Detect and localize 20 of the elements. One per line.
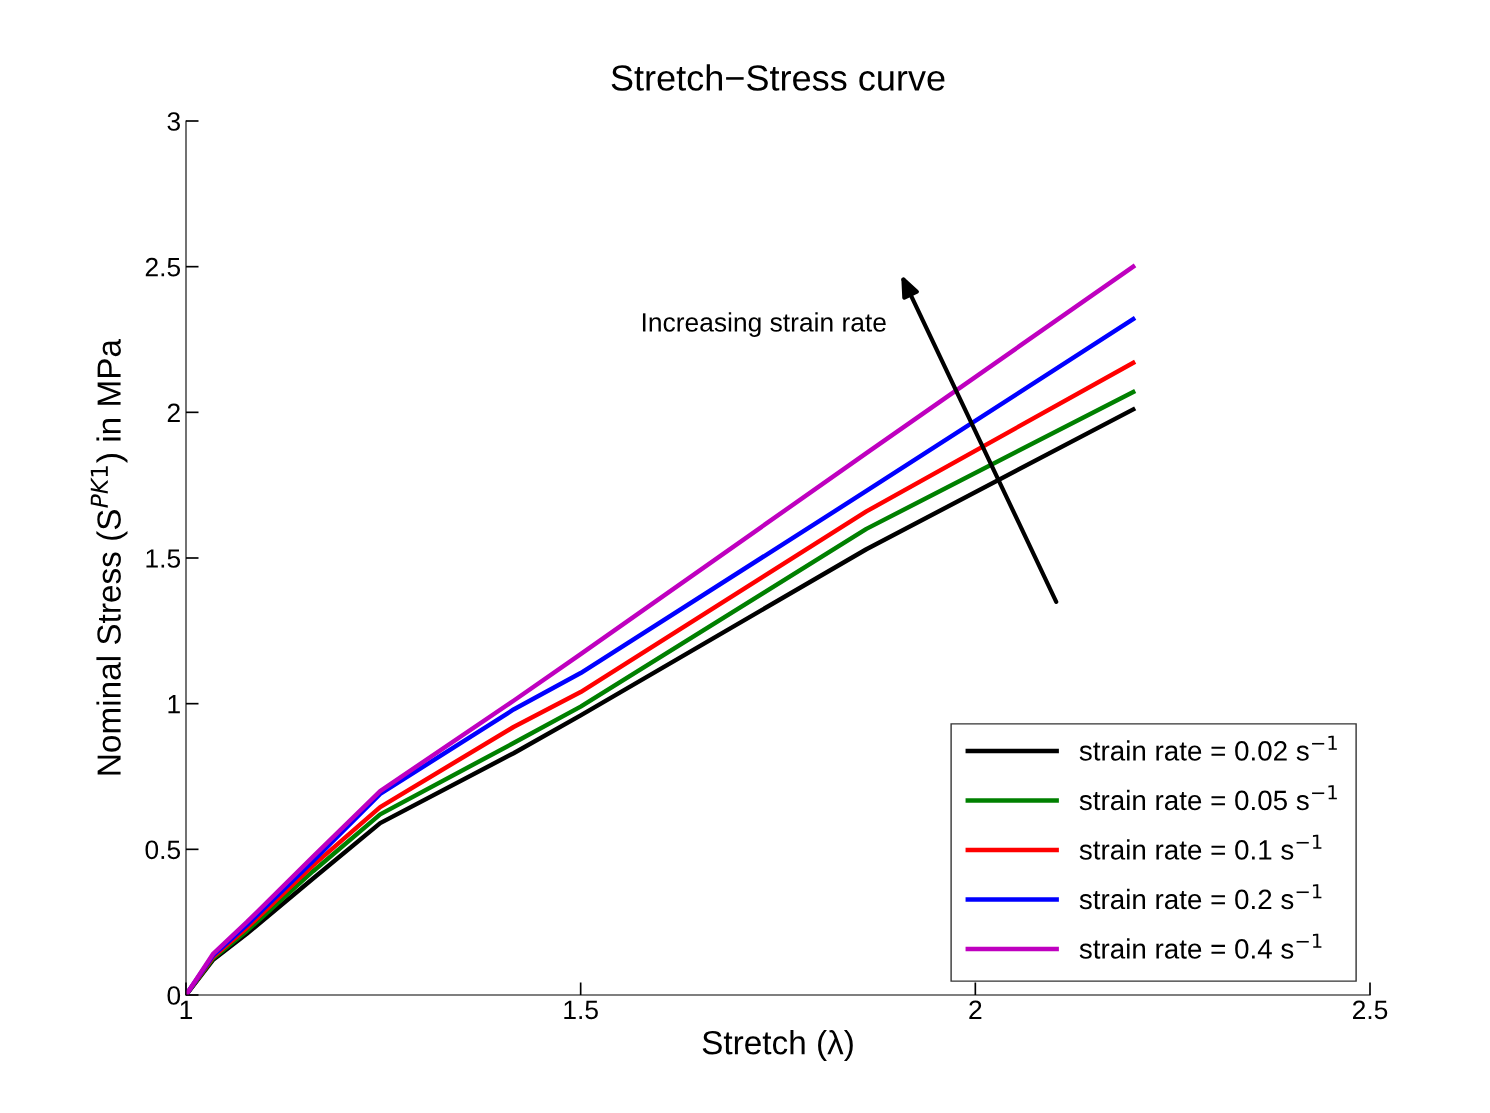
y-tick-label: 2 [167, 403, 180, 422]
y-tick-label: 1.5 [146, 549, 181, 568]
x-axis-title: Stretch (λ) [702, 1030, 853, 1062]
x-tick-label: 2 [969, 1000, 982, 1019]
y-tick-label: 3 [167, 112, 180, 131]
legend-label: strain rate = 0.2 s$^{−1}$ [1079, 884, 1322, 910]
annotation: Increasing strain rate [642, 312, 886, 337]
x-tick-label: 2.5 [1352, 1000, 1388, 1020]
legend-label: strain rate = 0.1 s$^{−1}$ [1079, 834, 1322, 860]
chart-title: Stretch−Stress curve [611, 64, 945, 91]
y-tick-label: 1 [168, 695, 180, 714]
legend-label: strain rate = 0.05 s$^{−1}$ [1079, 785, 1337, 811]
legend-label: strain rate = 0.02 s$^{−1}$ [1079, 735, 1337, 761]
x-tick-label: 1 [180, 1000, 193, 1019]
y-tick-label: 2.5 [145, 257, 181, 277]
y-tick-label: 0 [167, 986, 181, 1005]
y-tick-label: 0.5 [145, 840, 181, 860]
legend-label: strain rate = 0.4 s$^{−1}$ [1079, 933, 1322, 959]
x-tick-label: 1.5 [564, 1000, 598, 1020]
y-axis-title: Nominal Stress (S$^{PK1}$) in MPa [90, 339, 128, 775]
